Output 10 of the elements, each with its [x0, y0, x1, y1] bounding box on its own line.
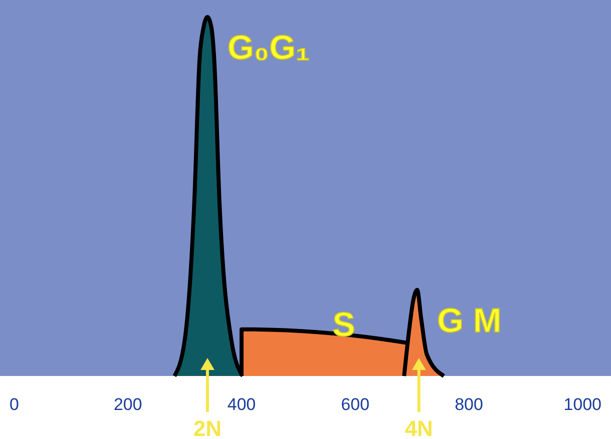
x-tick-label: 200: [114, 395, 142, 414]
x-tick-label: 400: [227, 395, 256, 414]
annotation: 4N: [404, 416, 433, 439]
annotation: G₀G₁: [227, 29, 310, 67]
annotation: 2N: [193, 416, 222, 439]
x-tick-label: 1000: [564, 395, 602, 414]
x-tick-label: 800: [454, 395, 484, 414]
annotation: G M: [437, 302, 502, 340]
x-tick-label: 0: [9, 395, 19, 414]
x-tick-label: 600: [341, 395, 370, 414]
